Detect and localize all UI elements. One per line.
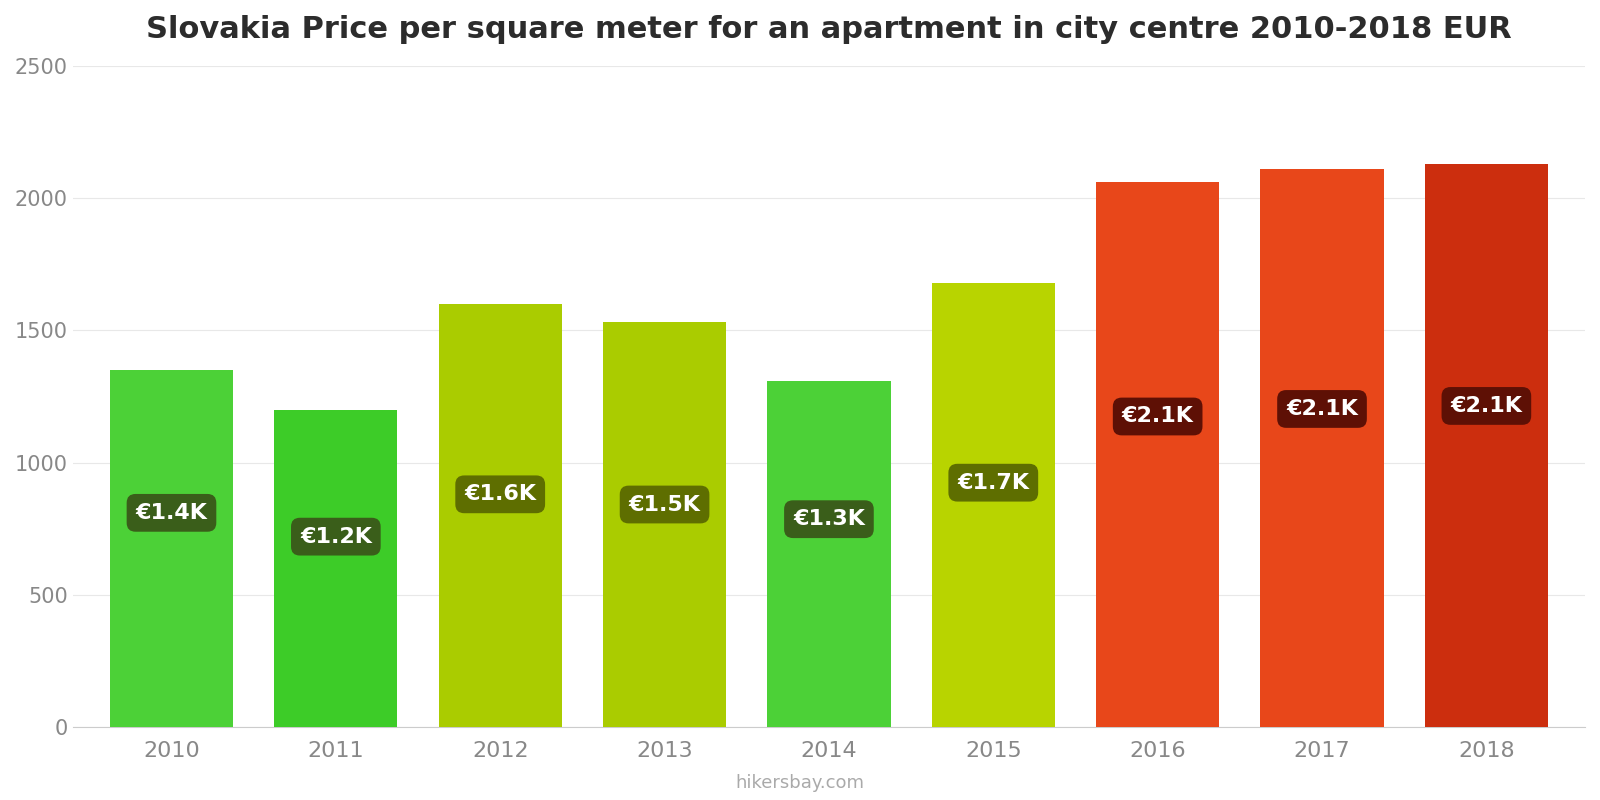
Text: €1.7K: €1.7K: [957, 473, 1029, 493]
Bar: [274, 410, 397, 727]
Text: €2.1K: €2.1K: [1122, 406, 1194, 426]
Bar: [1096, 182, 1219, 727]
Bar: [768, 381, 891, 727]
Text: €1.2K: €1.2K: [299, 526, 371, 546]
Text: €1.4K: €1.4K: [136, 503, 208, 523]
Bar: [110, 370, 234, 727]
Text: €2.1K: €2.1K: [1286, 399, 1358, 419]
Bar: [1261, 169, 1384, 727]
Bar: [931, 282, 1054, 727]
Title: Slovakia Price per square meter for an apartment in city centre 2010-2018 EUR: Slovakia Price per square meter for an a…: [146, 15, 1512, 44]
Text: €2.1K: €2.1K: [1451, 396, 1522, 416]
Text: €1.6K: €1.6K: [464, 484, 536, 504]
Text: hikersbay.com: hikersbay.com: [736, 774, 864, 792]
Bar: [603, 322, 726, 727]
Text: €1.5K: €1.5K: [629, 494, 701, 514]
Text: €1.3K: €1.3K: [794, 509, 866, 529]
Bar: [438, 304, 562, 727]
Bar: [1424, 164, 1549, 727]
